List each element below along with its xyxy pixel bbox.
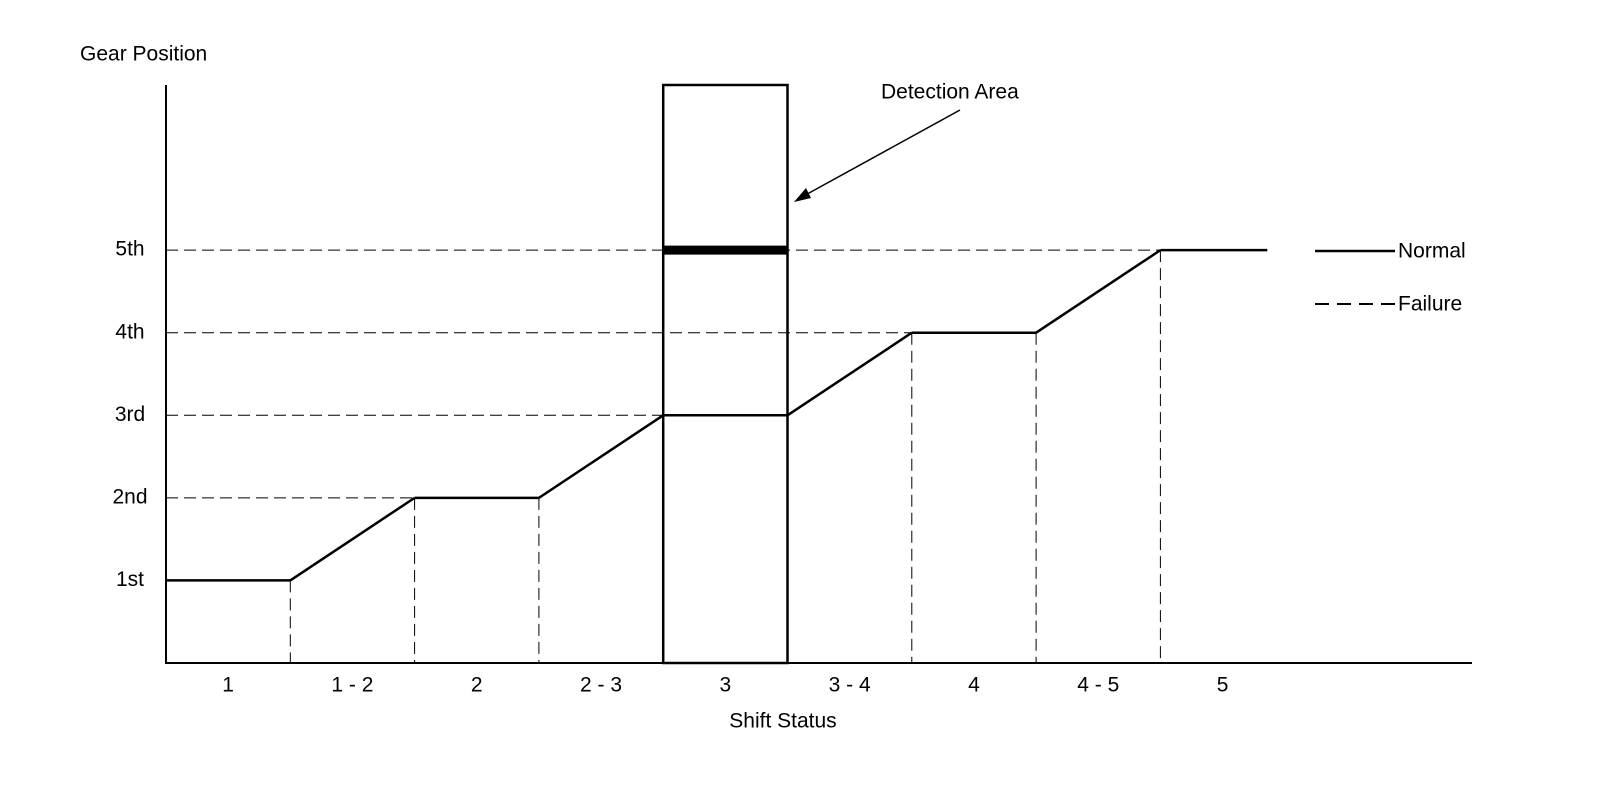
x-tick-label: 3 [720,674,732,697]
y-tick-label: 1st [116,568,144,591]
x-tick-label: 4 [968,674,980,697]
detection-area [661,83,789,665]
y-tick-label: 2nd [112,485,147,508]
line-segment [786,331,913,417]
line-segment [1035,249,1162,334]
legend-label: Failure [1398,293,1462,316]
annotation-arrow [799,109,961,199]
y-tick-label: 5th [115,238,144,261]
arrow-head [794,188,811,202]
annotation: Detection Area [881,81,1019,104]
line-segment [538,414,664,499]
y-tick-label: 4th [115,320,144,343]
legend-label: Normal [1398,240,1466,263]
line-segment [289,496,416,582]
x-tick-label: 2 - 3 [580,674,622,697]
x-tick-label: 4 - 5 [1077,674,1119,697]
x-tick-label: 5 [1217,674,1229,697]
y-tick-label: 3rd [115,403,145,426]
x-tick-label: 3 - 4 [829,674,871,697]
x-tick-label: 1 - 2 [331,674,373,697]
x-tick-label: 2 [471,674,483,697]
x-tick-label: 1 [222,674,234,697]
x-axis-title: Shift Status [729,710,836,733]
y-axis-title: Gear Position [80,43,207,66]
